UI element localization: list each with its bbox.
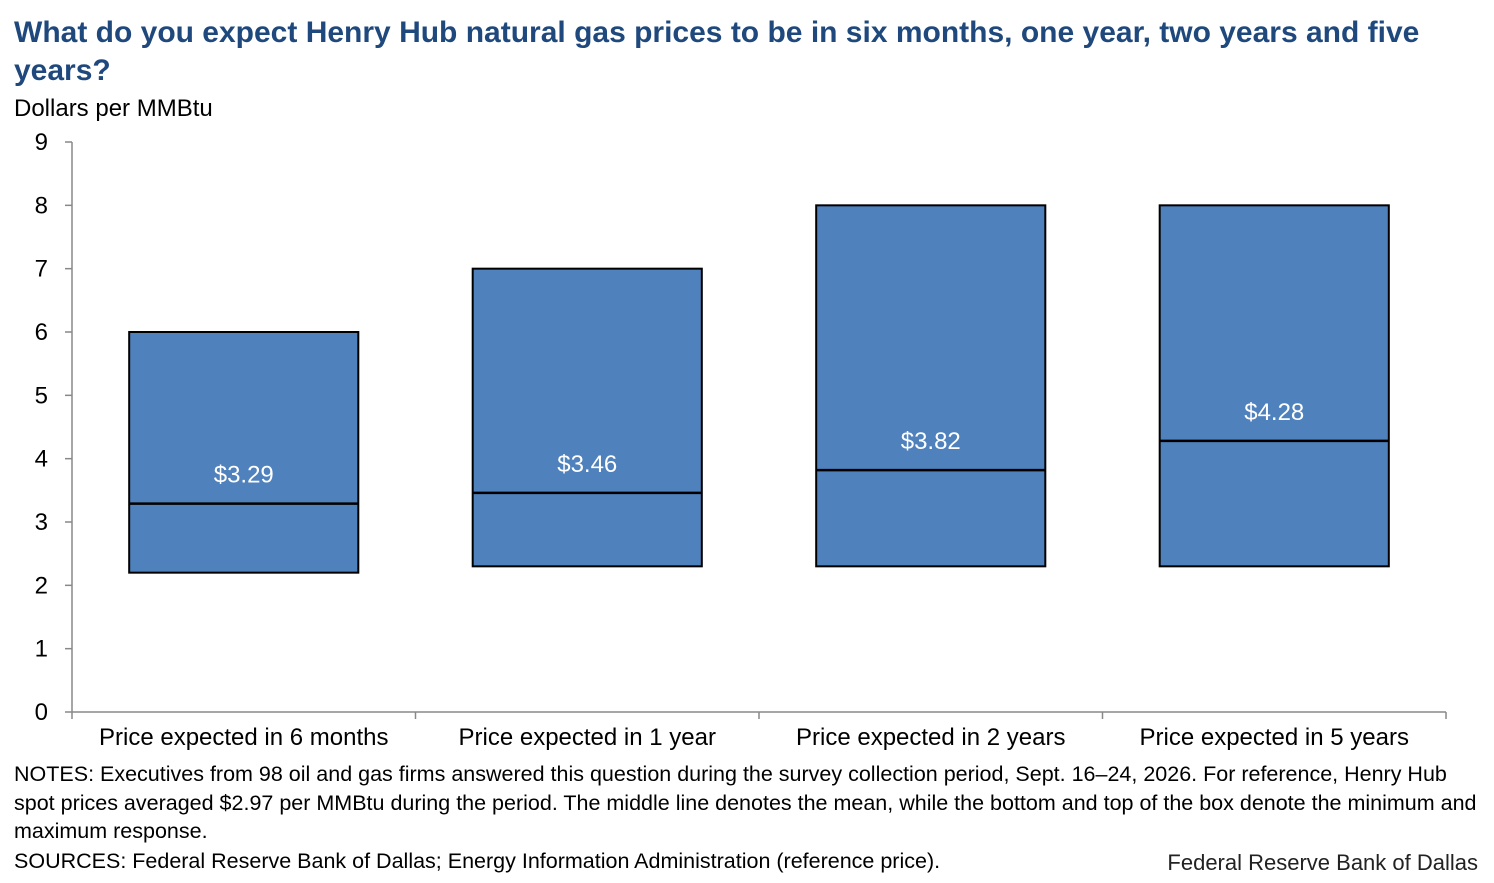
- y-tick-label: 2: [35, 572, 48, 599]
- y-tick-label: 8: [35, 192, 48, 219]
- box-1: $3.29: [128, 331, 360, 574]
- mean-label: $3.46: [557, 451, 617, 478]
- y-tick-label: 6: [35, 319, 48, 346]
- notes-text: NOTES: Executives from 98 oil and gas fi…: [14, 762, 1477, 843]
- y-tick-label: 1: [35, 636, 48, 663]
- x-tick-label: Price expected in 2 years: [796, 724, 1065, 751]
- credit-label: Federal Reserve Bank of Dallas: [1167, 850, 1478, 875]
- chart-notes: NOTES: Executives from 98 oil and gas fi…: [14, 760, 1484, 846]
- box-4: $4.28: [1158, 204, 1390, 568]
- x-tick-label: Price expected in 1 year: [459, 724, 716, 751]
- range-box: [471, 267, 703, 568]
- box-3: $3.82: [815, 204, 1047, 568]
- y-axis: 0 1 2 3 4 5 6 7 8 9: [35, 129, 73, 726]
- mean-label: $3.82: [901, 428, 961, 455]
- boxes: $3.29 $3.46 $3.82 $4.28: [128, 204, 1390, 574]
- x-axis: Price expected in 6 months Price expected…: [71, 711, 1447, 751]
- chart-sources: SOURCES: Federal Reserve Bank of Dallas;…: [14, 849, 941, 873]
- mean-label: $3.29: [214, 462, 274, 489]
- x-tick-label: Price expected in 5 years: [1140, 724, 1409, 751]
- x-tick-label: Price expected in 6 months: [99, 724, 389, 751]
- mean-label: $4.28: [1244, 399, 1304, 426]
- y-tick-label: 4: [35, 446, 48, 473]
- chart-title: What do you expect Henry Hub natural gas…: [14, 16, 1420, 87]
- y-tick-label: 5: [35, 382, 48, 409]
- y-tick-label: 7: [35, 256, 48, 283]
- y-tick-label: 0: [35, 699, 48, 726]
- range-box: [128, 331, 360, 574]
- y-tick-label: 3: [35, 509, 48, 536]
- range-box: [1158, 204, 1390, 568]
- box-2: $3.46: [471, 267, 703, 568]
- y-axis-units-label: Dollars per MMBtu: [14, 95, 213, 122]
- range-box: [815, 204, 1047, 568]
- y-tick-label: 9: [35, 129, 48, 156]
